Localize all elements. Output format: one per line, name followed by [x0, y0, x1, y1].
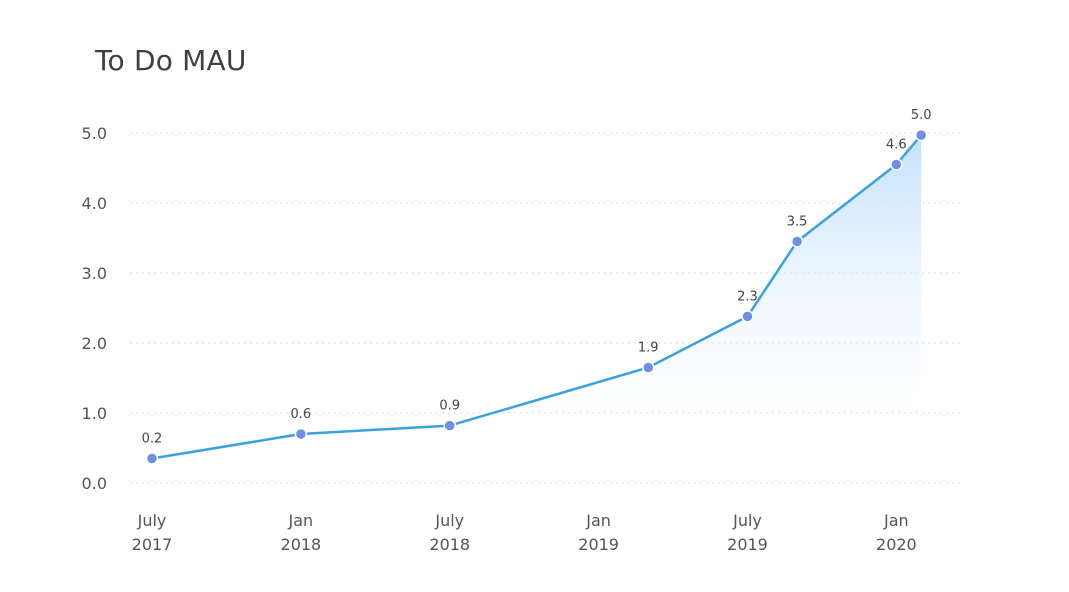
- data-point: [741, 310, 754, 323]
- data-label: 3.5: [787, 215, 808, 230]
- y-tick-label: 5.0: [82, 124, 107, 143]
- data-label: 0.9: [439, 399, 460, 414]
- data-label: 0.2: [142, 432, 163, 447]
- data-label: 4.6: [886, 138, 907, 153]
- x-tick-label: 2018: [429, 535, 470, 554]
- y-tick-label: 2.0: [82, 334, 107, 353]
- data-point: [790, 235, 804, 248]
- line-layer: [151, 134, 923, 460]
- x-tick-label: July: [137, 511, 167, 530]
- x-tick-label: 2019: [578, 535, 619, 554]
- data-point: [914, 128, 928, 142]
- data-label: 1.9: [638, 341, 659, 356]
- x-tick-label: 2018: [281, 535, 322, 554]
- x-tick-label: July: [732, 511, 762, 530]
- data-label: 5.0: [911, 108, 932, 123]
- x-tick-label: 2017: [132, 535, 173, 554]
- y-tick-label: 1.0: [82, 404, 107, 423]
- x-tick-label: 2019: [727, 535, 768, 554]
- x-tick-label: 2020: [876, 535, 917, 554]
- data-point: [145, 452, 159, 465]
- data-point: [642, 361, 655, 374]
- x-tick-label: Jan: [883, 511, 909, 530]
- data-point: [890, 158, 903, 171]
- x-tick-label: Jan: [585, 511, 611, 530]
- data-label: 2.3: [737, 289, 758, 304]
- x-axis: July 2017 Jan 2018 July 2018 Jan 2019 July 2019 Ja…: [132, 511, 917, 554]
- x-tick-label: Jan: [288, 511, 314, 530]
- area-fill: [152, 135, 922, 462]
- area-layer: [152, 135, 922, 462]
- point-layer: [145, 128, 928, 465]
- y-tick-label: 3.0: [82, 264, 107, 283]
- y-axis: 0.0 1.0 2.0 3.0 4.0 5.0: [82, 124, 107, 493]
- data-label-layer: 0.2 0.6 0.9 1.9 2.3 3.5 4.6 5.0: [142, 108, 932, 446]
- data-point: [443, 419, 456, 432]
- y-tick-label: 0.0: [82, 474, 107, 493]
- data-label: 0.6: [291, 407, 312, 422]
- y-tick-label: 4.0: [82, 194, 107, 213]
- chart-title: To Do MAU: [95, 44, 247, 77]
- data-point: [294, 427, 308, 441]
- series-line: [151, 134, 923, 460]
- x-tick-label: July: [434, 511, 464, 530]
